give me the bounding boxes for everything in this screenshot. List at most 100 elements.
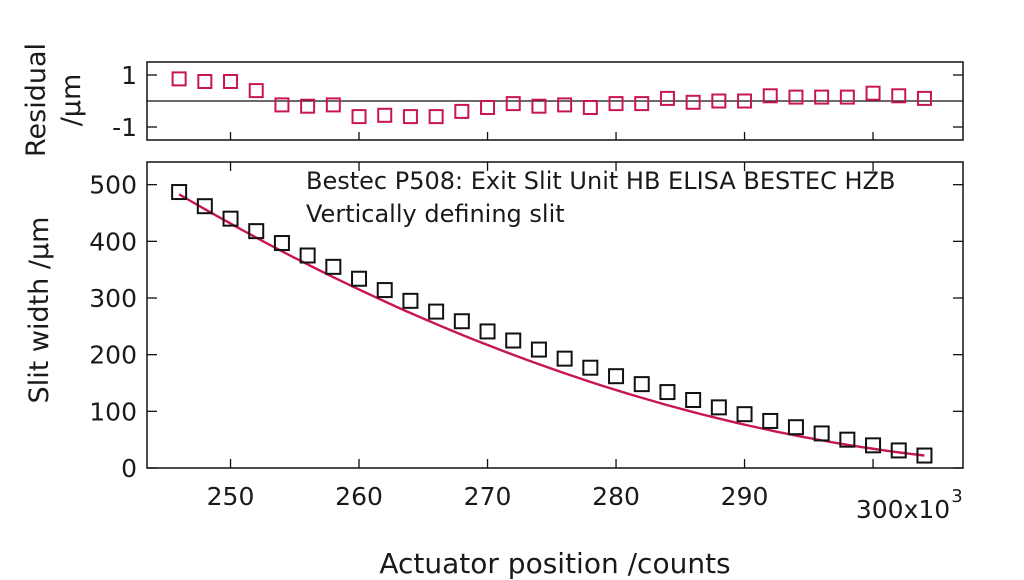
residual-ytick-label: 1 — [121, 61, 137, 90]
main-ytick-label: 300 — [89, 284, 137, 313]
main-point — [325, 258, 342, 275]
main-point — [479, 323, 496, 340]
main-point — [299, 247, 316, 264]
main-xtick: 280 — [592, 162, 640, 511]
residual-point — [197, 74, 213, 89]
residual-point — [788, 89, 804, 105]
main-ytick-label: 400 — [89, 227, 137, 256]
residual-point — [711, 93, 727, 109]
residual-point — [171, 71, 187, 87]
main-ytick-label: 500 — [89, 171, 137, 200]
residual-point — [454, 103, 470, 119]
main-point — [813, 425, 830, 442]
fit-curve-group — [178, 193, 925, 457]
residual-panel: 1 -1 Residual /µm — [21, 43, 964, 157]
residual-point — [428, 109, 444, 125]
residual-ylabel-line1: Residual — [21, 43, 52, 157]
residual-ytick-label: -1 — [112, 113, 137, 142]
residual-point — [223, 74, 239, 89]
main-ylabel: Slit width /µm — [24, 217, 55, 404]
residual-point — [351, 109, 367, 125]
main-point — [865, 437, 882, 454]
main-point — [171, 184, 188, 201]
residual-point — [325, 97, 341, 113]
residual-series-markers — [171, 71, 932, 125]
main-ytick: 0 — [121, 454, 963, 483]
residual-point — [814, 89, 830, 105]
main-ytick: 300 — [89, 284, 963, 313]
main-point — [890, 442, 907, 459]
residual-point — [274, 97, 290, 113]
main-xtick: 250 — [207, 162, 255, 511]
residual-y-ticks: 1 -1 — [112, 61, 963, 142]
main-xtick: 270 — [464, 162, 512, 511]
main-point — [582, 359, 599, 376]
residual-point — [557, 97, 573, 113]
main-xtick-label: 260 — [335, 482, 383, 511]
main-point — [376, 282, 393, 299]
main-ytick: 100 — [89, 397, 963, 426]
residual-ytick: -1 — [112, 113, 963, 142]
main-xtick: 300x10 3 — [856, 162, 963, 524]
main-y-ticks: 0 100 200 300 400 500 — [89, 171, 963, 483]
main-point — [839, 431, 856, 448]
x-multiplier-exponent: 3 — [951, 486, 962, 507]
main-xtick-label: 290 — [721, 482, 769, 511]
main-point — [787, 419, 804, 436]
residual-point — [685, 94, 701, 110]
main-series-markers — [171, 184, 933, 464]
main-xtick-label: 250 — [207, 482, 255, 511]
residual-point — [505, 96, 521, 112]
main-point — [762, 412, 779, 429]
main-point — [351, 270, 368, 287]
main-ytick-label: 0 — [121, 454, 137, 483]
annotation-line-1: Bestec P508: Exit Slit Unit HB ELISA BES… — [306, 167, 895, 195]
main-ytick-label: 200 — [89, 341, 137, 370]
residual-point — [839, 89, 855, 105]
main-x-ticks: 250 260 270 280 290 300x10 3 — [207, 162, 963, 524]
residual-point — [480, 100, 496, 115]
residual-point — [300, 98, 316, 114]
residual-point — [531, 98, 547, 114]
main-ytick: 400 — [89, 227, 963, 256]
main-point — [608, 368, 625, 385]
main-point — [556, 350, 573, 367]
residual-point — [608, 96, 624, 112]
annotation-line-2: Vertically defining slit — [306, 200, 565, 228]
residual-point — [634, 96, 650, 112]
main-point — [710, 399, 727, 416]
residual-point — [659, 90, 675, 106]
main-point — [505, 332, 522, 349]
main-xlabel: Actuator position /counts — [379, 547, 730, 580]
residual-x-ticks — [229, 132, 874, 140]
main-xtick: 290 — [721, 162, 769, 511]
main-point — [659, 384, 676, 401]
residual-point — [762, 88, 778, 104]
main-point — [453, 313, 470, 330]
main-point — [530, 341, 547, 358]
residual-point — [737, 93, 753, 109]
main-point — [196, 198, 213, 215]
residual-ytick: 1 — [121, 61, 963, 90]
main-point — [402, 292, 419, 309]
main-ytick: 500 — [89, 171, 963, 200]
residual-point — [916, 90, 932, 106]
fit-curve — [178, 193, 925, 457]
main-ytick: 200 — [89, 341, 963, 370]
main-xtick: 260 — [335, 162, 383, 511]
main-point — [916, 447, 933, 464]
residual-point — [377, 107, 393, 123]
main-ytick-label: 100 — [89, 397, 137, 426]
residual-point — [865, 85, 881, 101]
main-xtick-label: 270 — [464, 482, 512, 511]
main-plot-frame — [146, 161, 964, 469]
residual-point — [891, 88, 907, 104]
main-xtick-label: 300x10 — [856, 495, 950, 524]
residual-ylabel-line2: /µm — [56, 74, 87, 127]
main-xtick-label: 280 — [592, 482, 640, 511]
residual-point — [248, 83, 264, 99]
main-point — [736, 406, 753, 423]
residual-point — [582, 100, 598, 115]
